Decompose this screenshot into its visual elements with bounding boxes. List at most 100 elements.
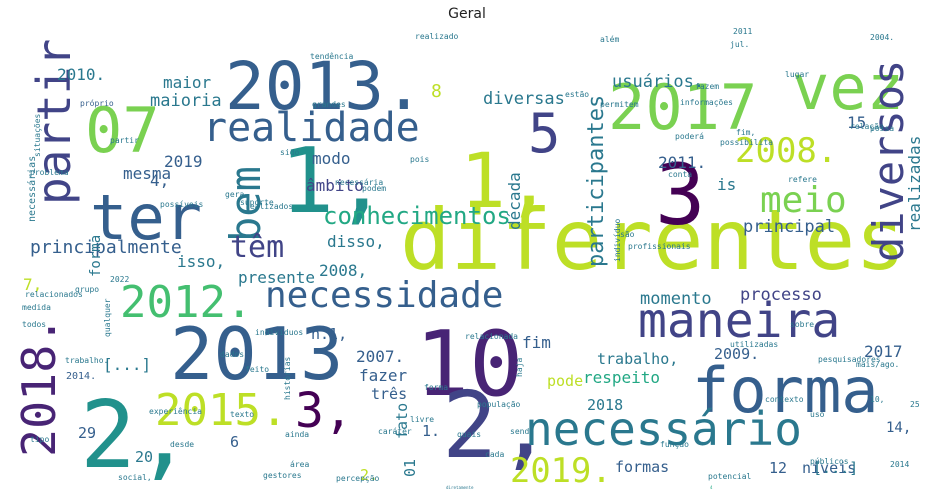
word-cloud-word: trabalho. bbox=[65, 356, 108, 365]
word-cloud-word: suporte bbox=[240, 198, 274, 207]
word-cloud-word: 2004. bbox=[870, 33, 894, 42]
word-cloud-word: 8 bbox=[431, 81, 442, 102]
word-cloud-word: 2013. bbox=[225, 48, 424, 125]
word-cloud-word: 2011. bbox=[658, 153, 706, 172]
word-cloud-word: podem bbox=[362, 184, 386, 193]
word-cloud-word: 2008. bbox=[735, 131, 837, 171]
word-cloud-word: têm bbox=[230, 230, 284, 265]
word-cloud-word: utilizadas bbox=[730, 340, 778, 349]
word-cloud-word: 20 bbox=[135, 448, 153, 466]
word-cloud-word: partir bbox=[27, 39, 81, 205]
word-cloud-word: diversas bbox=[483, 89, 565, 109]
word-cloud-word: 29 bbox=[78, 424, 96, 442]
word-cloud-word: 2019. bbox=[510, 451, 612, 490]
word-cloud-word: momento bbox=[640, 289, 712, 309]
word-cloud-word: texto bbox=[230, 410, 254, 419]
word-cloud-word: modo bbox=[312, 149, 351, 168]
word-cloud-word: desde bbox=[170, 440, 194, 449]
word-cloud-word: 10 bbox=[415, 312, 523, 417]
word-cloud-word: 2012. bbox=[120, 277, 252, 328]
word-cloud-word: 2015. bbox=[155, 385, 287, 436]
word-cloud-word: partir bbox=[110, 136, 139, 145]
word-cloud-word: qualquer bbox=[103, 298, 112, 337]
word-cloud-word: refere bbox=[788, 175, 817, 184]
word-cloud-word: 2. bbox=[360, 466, 378, 484]
word-cloud-word: 12 bbox=[769, 459, 787, 477]
word-cloud-word: 07 bbox=[85, 94, 160, 167]
word-cloud-word: função bbox=[660, 440, 689, 449]
word-cloud-word: 1, bbox=[280, 129, 388, 234]
word-cloud-word: 6 bbox=[230, 433, 239, 451]
word-cloud-word: âmbito bbox=[306, 176, 364, 195]
word-cloud-word: ainda bbox=[285, 430, 309, 439]
word-cloud-word: 2, bbox=[442, 372, 553, 479]
word-cloud-word: uso bbox=[810, 410, 825, 419]
word-cloud-word: permitem bbox=[600, 100, 639, 109]
word-cloud-word: diversos bbox=[864, 60, 913, 262]
word-cloud-word: maneira bbox=[638, 293, 840, 349]
word-cloud-word: meio bbox=[760, 180, 847, 221]
word-cloud-word: realizados bbox=[245, 202, 293, 211]
word-cloud-word: mais/ago. bbox=[856, 360, 899, 369]
word-cloud-word: mesma bbox=[123, 164, 171, 183]
word-cloud-word: três bbox=[371, 385, 407, 403]
word-cloud-word: pesquisadores bbox=[818, 355, 881, 364]
word-cloud-word: isso, bbox=[177, 252, 225, 271]
word-cloud-word: grandes bbox=[312, 100, 346, 109]
word-cloud-word: população bbox=[477, 400, 521, 409]
word-cloud-word: disso, bbox=[327, 232, 385, 251]
word-cloud-word: 2008, bbox=[319, 261, 367, 280]
word-cloud-word: maioria bbox=[150, 91, 222, 111]
word-cloud-word: tipo bbox=[30, 435, 49, 444]
word-cloud-word: presente bbox=[238, 268, 315, 287]
word-cloud-word: sobre bbox=[790, 320, 814, 329]
word-cloud-word: necessária bbox=[335, 178, 383, 187]
word-cloud-word: dados bbox=[220, 350, 244, 359]
word-cloud-word: 01 bbox=[401, 459, 419, 477]
word-cloud-word: gera bbox=[225, 190, 244, 199]
word-cloud-word: década bbox=[505, 172, 524, 230]
word-cloud-word: lugar bbox=[785, 70, 809, 79]
word-cloud-word: vez bbox=[792, 51, 904, 124]
word-cloud-word: 2017 bbox=[864, 342, 903, 361]
word-cloud-word: livre bbox=[410, 415, 434, 424]
word-cloud-word: necessidade bbox=[265, 275, 503, 316]
word-cloud-word: 2014 bbox=[890, 460, 909, 469]
word-cloud-word: usuários. bbox=[612, 72, 704, 92]
word-cloud-word: [...] bbox=[103, 355, 151, 374]
word-cloud-word: 10, bbox=[870, 395, 884, 404]
figure-title: Geral bbox=[448, 6, 486, 22]
word-cloud-word: 25 bbox=[910, 400, 920, 409]
word-cloud-word: 2014. bbox=[66, 371, 96, 382]
word-cloud-word: gestores bbox=[263, 471, 302, 480]
word-cloud-word: 2007. bbox=[356, 347, 404, 366]
word-cloud-word: fazem bbox=[695, 82, 719, 91]
word-cloud-word: grupo bbox=[75, 285, 99, 294]
word-cloud-word: possa bbox=[870, 124, 894, 133]
word-cloud-word: [...] bbox=[813, 459, 858, 477]
word-cloud-word: formas bbox=[615, 458, 669, 476]
word-cloud-word: 2018 bbox=[587, 396, 623, 414]
word-cloud-word: sendo bbox=[510, 427, 534, 436]
word-cloud-word: medida bbox=[22, 303, 51, 312]
word-cloud-word: participantes bbox=[584, 95, 609, 267]
word-cloud-word: is bbox=[717, 175, 736, 194]
word-cloud-word: realizado bbox=[415, 32, 459, 41]
word-cloud-word: situações bbox=[33, 113, 42, 157]
word-cloud-word: fim bbox=[522, 333, 551, 352]
word-cloud-word: forma bbox=[692, 354, 879, 427]
word-cloud-word: conta bbox=[668, 170, 692, 179]
word-cloud-word: haja bbox=[515, 358, 524, 377]
word-cloud-word: níveis bbox=[802, 459, 856, 477]
word-cloud-word: realizadas bbox=[905, 136, 924, 232]
word-cloud-word: indivíduo bbox=[613, 218, 622, 262]
word-cloud-word: forma bbox=[424, 383, 448, 392]
word-cloud-word: 7, bbox=[23, 275, 42, 294]
word-cloud-word: estão bbox=[565, 90, 589, 99]
word-cloud-word: indivíduos bbox=[255, 328, 303, 337]
word-cloud-word: maior bbox=[163, 73, 212, 92]
word-cloud-word: fato bbox=[393, 403, 411, 439]
word-cloud-word: relacionados bbox=[25, 290, 83, 299]
word-cloud-word: tendência bbox=[310, 51, 354, 61]
